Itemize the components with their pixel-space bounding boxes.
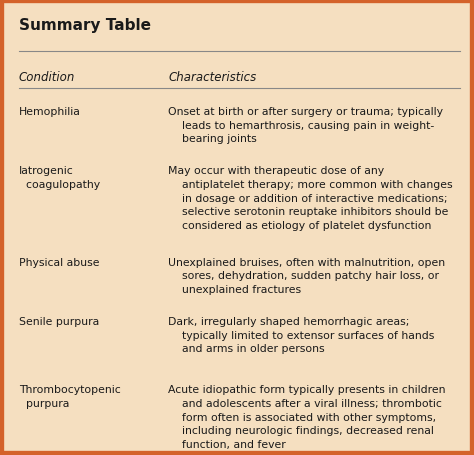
Text: Dark, irregularly shaped hemorrhagic areas;
    typically limited to extensor su: Dark, irregularly shaped hemorrhagic are… [168,316,435,354]
Text: Characteristics: Characteristics [168,71,256,84]
Text: Onset at birth or after surgery or trauma; typically
    leads to hemarthrosis, : Onset at birth or after surgery or traum… [168,107,443,144]
Text: Hemophilia: Hemophilia [19,107,81,117]
Text: Condition: Condition [19,71,75,84]
Text: May occur with therapeutic dose of any
    antiplatelet therapy; more common wit: May occur with therapeutic dose of any a… [168,166,453,230]
Text: Thrombocytopenic
  purpura: Thrombocytopenic purpura [19,384,121,408]
Text: Physical abuse: Physical abuse [19,257,100,267]
Text: Acute idiopathic form typically presents in children
    and adolescents after a: Acute idiopathic form typically presents… [168,384,446,449]
Text: Unexplained bruises, often with malnutrition, open
    sores, dehydration, sudde: Unexplained bruises, often with malnutri… [168,257,446,294]
Text: Summary Table: Summary Table [19,18,151,33]
Text: Iatrogenic
  coagulopathy: Iatrogenic coagulopathy [19,166,100,190]
Text: Senile purpura: Senile purpura [19,316,99,326]
